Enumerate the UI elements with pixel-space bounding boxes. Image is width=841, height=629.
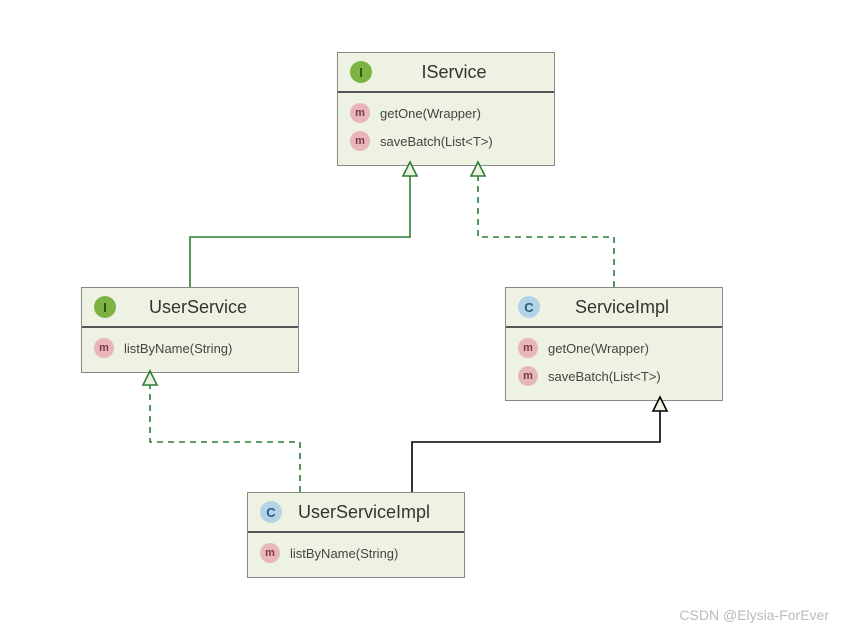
node-title: UserServiceImpl [296, 502, 452, 523]
member-text: saveBatch(List<T>) [548, 369, 661, 384]
edge-serviceimpl-iservice [478, 166, 614, 287]
member-row: m getOne(Wrapper) [350, 99, 542, 127]
member-text: getOne(Wrapper) [380, 106, 481, 121]
node-serviceimpl: C ServiceImpl m getOne(Wrapper) m saveBa… [505, 287, 723, 401]
node-header: I UserService [82, 288, 298, 328]
interface-icon: I [94, 296, 116, 318]
node-userserviceimpl: C UserServiceImpl m listByName(String) [247, 492, 465, 578]
member-text: saveBatch(List<T>) [380, 134, 493, 149]
node-title: ServiceImpl [554, 297, 710, 318]
node-body: m listByName(String) [248, 533, 464, 577]
node-body: m getOne(Wrapper) m saveBatch(List<T>) [506, 328, 722, 400]
node-body: m getOne(Wrapper) m saveBatch(List<T>) [338, 93, 554, 165]
method-icon: m [518, 366, 538, 386]
method-icon: m [350, 131, 370, 151]
node-header: I IService [338, 53, 554, 93]
arrowhead-icon [143, 371, 157, 385]
node-header: C UserServiceImpl [248, 493, 464, 533]
member-row: m saveBatch(List<T>) [350, 127, 542, 155]
watermark-text: CSDN @Elysia-ForEver [679, 607, 829, 623]
node-header: C ServiceImpl [506, 288, 722, 328]
method-icon: m [94, 338, 114, 358]
member-row: m getOne(Wrapper) [518, 334, 710, 362]
class-icon: C [518, 296, 540, 318]
member-text: listByName(String) [290, 546, 398, 561]
interface-icon: I [350, 61, 372, 83]
class-icon: C [260, 501, 282, 523]
member-text: listByName(String) [124, 341, 232, 356]
node-body: m listByName(String) [82, 328, 298, 372]
edge-userserviceimpl-userservice [150, 375, 300, 492]
member-row: m listByName(String) [94, 334, 286, 362]
method-icon: m [260, 543, 280, 563]
node-title: UserService [130, 297, 286, 318]
member-text: getOne(Wrapper) [548, 341, 649, 356]
node-userservice: I UserService m listByName(String) [81, 287, 299, 373]
method-icon: m [350, 103, 370, 123]
edge-userserviceimpl-serviceimpl [412, 401, 660, 492]
member-row: m listByName(String) [260, 539, 452, 567]
node-iservice: I IService m getOne(Wrapper) m saveBatch… [337, 52, 555, 166]
edge-userservice-iservice [190, 166, 410, 287]
member-row: m saveBatch(List<T>) [518, 362, 710, 390]
method-icon: m [518, 338, 538, 358]
node-title: IService [386, 62, 542, 83]
